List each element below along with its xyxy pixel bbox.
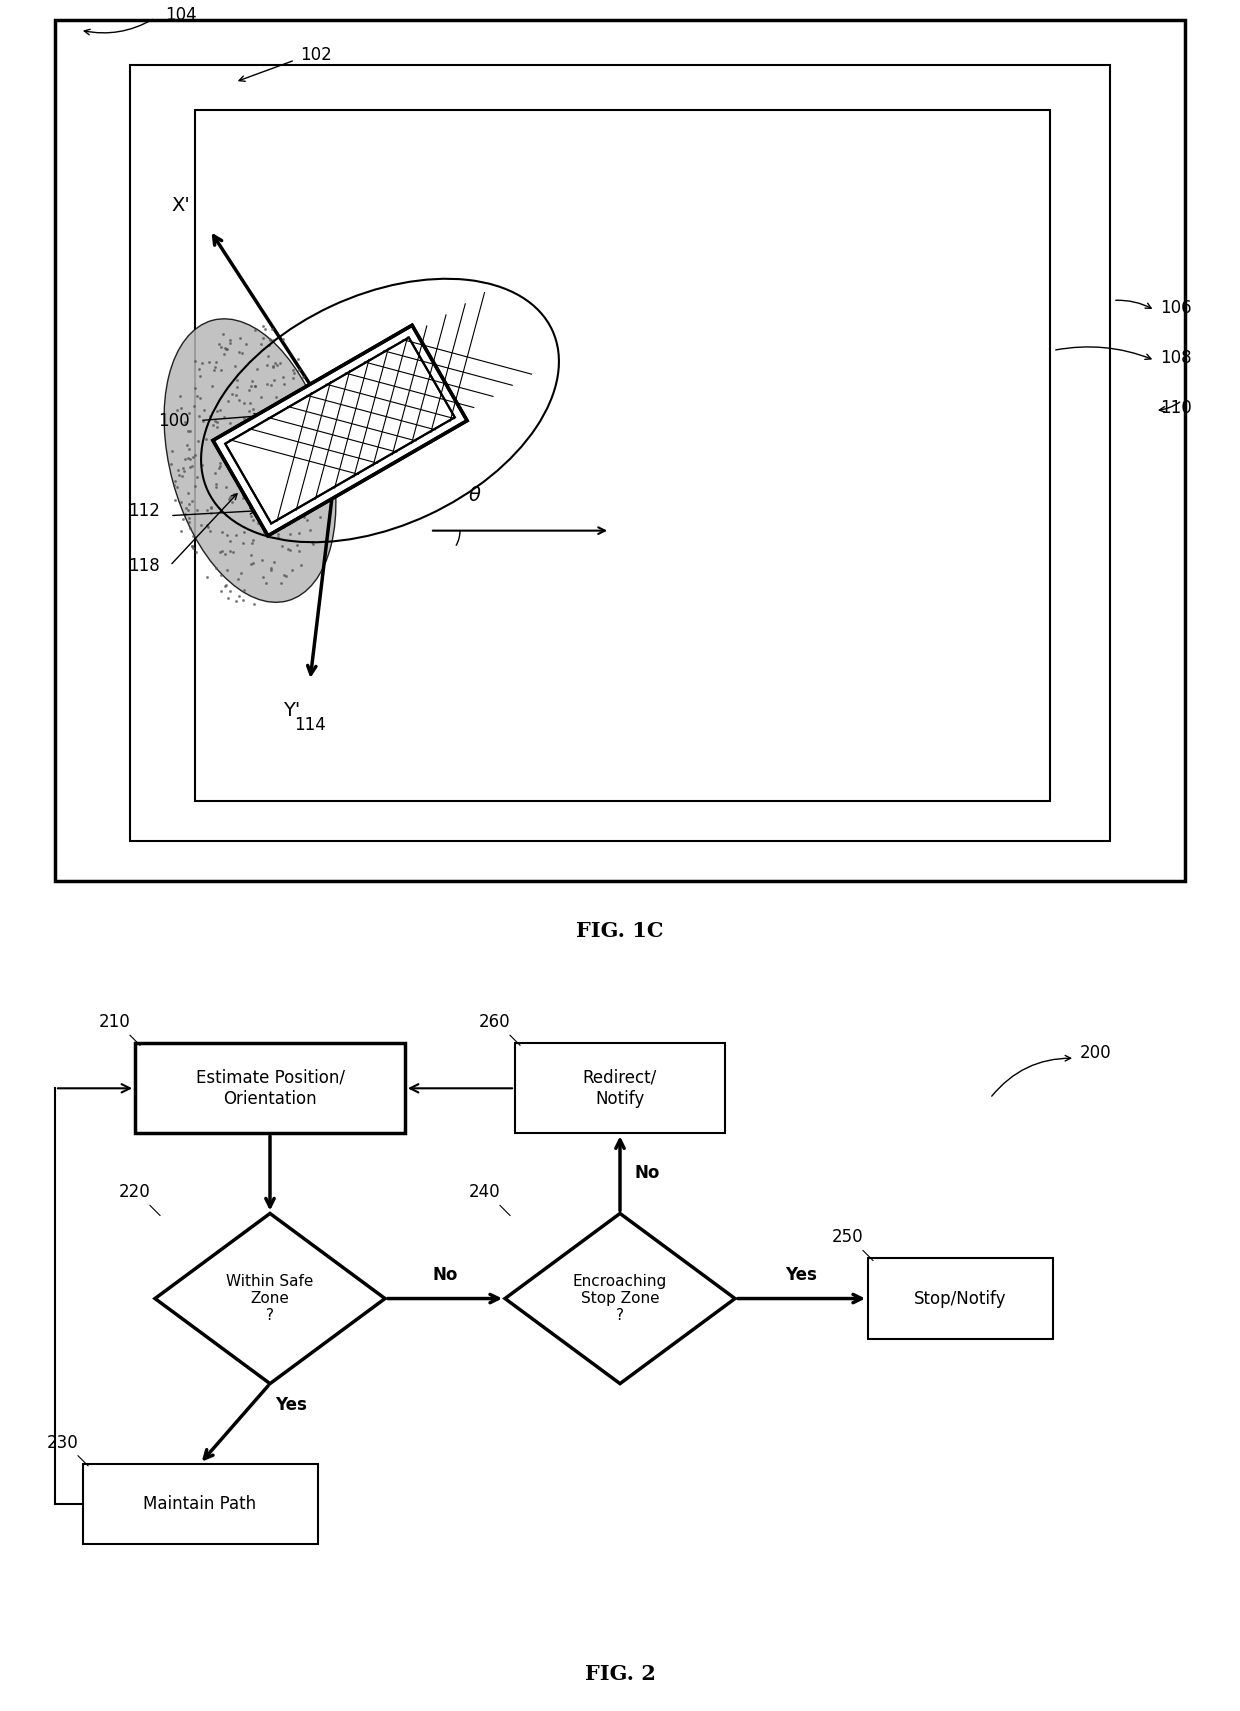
Text: No: No <box>635 1165 661 1182</box>
Bar <box>195 110 1050 801</box>
Text: 108: 108 <box>1159 349 1192 368</box>
Text: 230: 230 <box>46 1434 78 1451</box>
Bar <box>868 1259 1053 1338</box>
Text: 114: 114 <box>294 715 326 734</box>
Text: 104: 104 <box>165 7 197 24</box>
Text: 118: 118 <box>128 556 160 575</box>
Bar <box>130 65 1110 842</box>
Text: 110: 110 <box>1159 399 1192 417</box>
Bar <box>55 21 1185 881</box>
Text: Yes: Yes <box>785 1266 817 1283</box>
Text: FIG. 2: FIG. 2 <box>584 1665 656 1684</box>
Text: Redirect/
Notify: Redirect/ Notify <box>583 1069 657 1107</box>
Text: 210: 210 <box>98 1013 130 1032</box>
Text: 200: 200 <box>1080 1044 1111 1063</box>
Text: $\theta$: $\theta$ <box>469 486 482 505</box>
Text: Y': Y' <box>283 702 300 720</box>
Text: Estimate Position/
Orientation: Estimate Position/ Orientation <box>196 1069 345 1107</box>
Polygon shape <box>213 325 467 536</box>
Text: 240: 240 <box>469 1184 500 1201</box>
Text: Encroaching
Stop Zone
?: Encroaching Stop Zone ? <box>573 1273 667 1323</box>
Ellipse shape <box>164 318 336 602</box>
Text: Within Safe
Zone
?: Within Safe Zone ? <box>227 1273 314 1323</box>
Text: 106: 106 <box>1159 299 1192 317</box>
Text: No: No <box>433 1266 458 1283</box>
Text: Yes: Yes <box>275 1396 306 1413</box>
Text: 260: 260 <box>479 1013 510 1032</box>
Bar <box>515 1044 725 1133</box>
Bar <box>83 1463 317 1543</box>
Text: 112: 112 <box>128 501 160 520</box>
Text: Stop/Notify: Stop/Notify <box>914 1290 1006 1307</box>
Text: 100: 100 <box>159 412 190 429</box>
Text: 250: 250 <box>831 1228 863 1247</box>
Text: Maintain Path: Maintain Path <box>144 1495 257 1513</box>
Text: 220: 220 <box>118 1184 150 1201</box>
Text: 102: 102 <box>300 46 332 63</box>
Text: X': X' <box>171 197 190 216</box>
Bar <box>135 1044 405 1133</box>
Text: FIG. 1C: FIG. 1C <box>577 921 663 941</box>
